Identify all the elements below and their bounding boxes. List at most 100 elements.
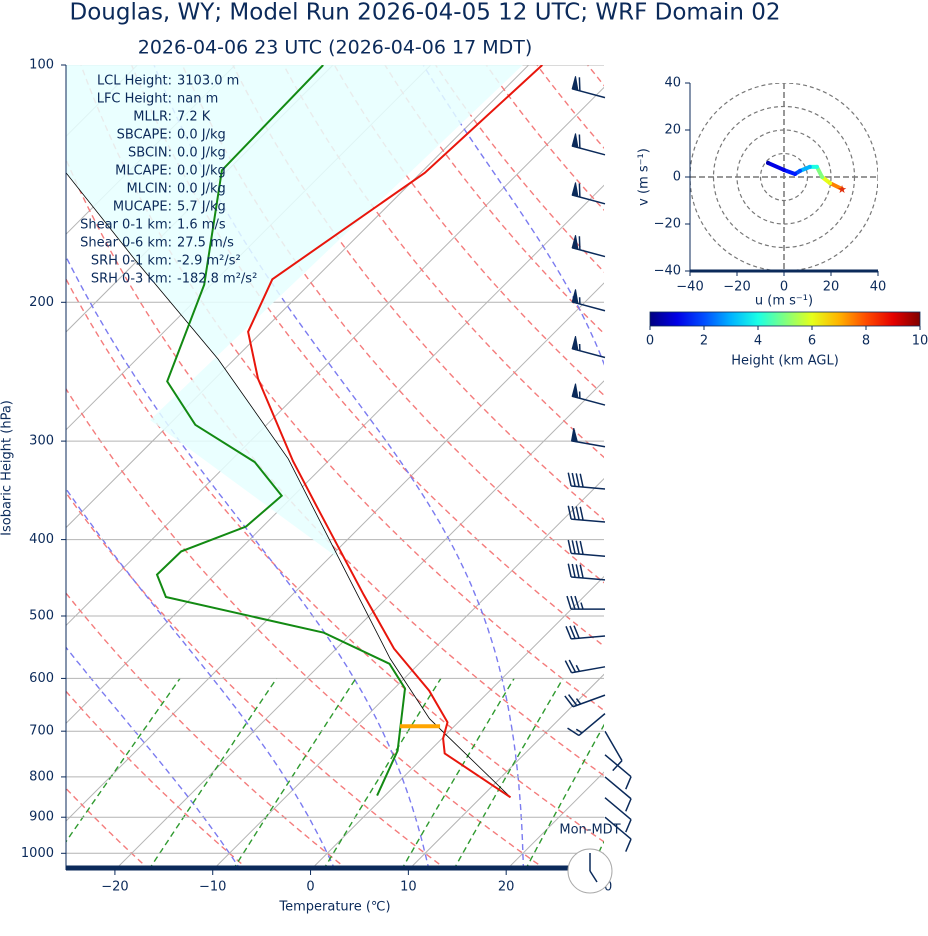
stat-label: LCL Height: (97, 74, 172, 89)
barb-staff (604, 730, 623, 772)
wind-barb (567, 472, 606, 490)
barb-staff (604, 776, 632, 812)
dry-adiabat (638, 65, 928, 870)
stat-value: 1.6 m/s (177, 218, 226, 233)
wind-barb (571, 235, 606, 258)
stat-value: 0.0 J/kg (177, 182, 226, 197)
dewpoint-line (155, 65, 407, 797)
moist-adiabat (66, 255, 430, 870)
x-tick-label: −10 (199, 880, 226, 895)
mixing-ratio-line (524, 723, 604, 870)
wind-barb (571, 336, 606, 359)
colorbar-tick-label: 8 (862, 334, 870, 349)
hodograph-point (807, 164, 812, 169)
stat-label: LFC Height: (97, 92, 172, 107)
colorbar (649, 311, 921, 327)
stat-label: MUCAPE: (113, 200, 172, 215)
isotherm (212, 478, 604, 870)
hodograph-point (766, 160, 771, 165)
dry-adiabat (66, 592, 349, 870)
stat-label: SBCAPE: (117, 128, 172, 143)
hodograph-point (820, 175, 825, 179)
y-tick-label: 400 (29, 532, 54, 547)
colorbar-tick-label: 10 (912, 334, 928, 349)
parcel-line (66, 172, 511, 798)
barb-flag (571, 182, 579, 198)
barb-staff (566, 595, 605, 610)
hodograph-point (797, 168, 802, 173)
mixing-ratio-line (589, 840, 604, 870)
timezone-label: Mon-MDT (559, 823, 620, 838)
dry-adiabat (689, 65, 928, 870)
hodograph-point (828, 181, 833, 186)
x-tick-label: 0 (306, 880, 314, 895)
colorbar-tick-label: 4 (754, 334, 762, 349)
x-tick-label: −20 (101, 880, 128, 895)
y-tick-label: 100 (29, 58, 54, 73)
y-axis-label: Isobaric Height (hPa) (0, 400, 15, 536)
plot-area (66, 65, 928, 870)
stat-value: -182.8 m²/s² (177, 272, 257, 287)
barb-staff (567, 713, 606, 737)
stat-value: 3103.0 m (177, 74, 239, 89)
barb-staff (567, 563, 606, 581)
axes: 100 200 300 400 500 600 700 800 900 1000 −20 −10 0 10… (21, 58, 612, 895)
wind-barb (571, 289, 606, 312)
hodograph-x-tick-label: 40 (870, 280, 887, 295)
stat-value: -2.9 m²/s² (177, 254, 241, 269)
barb-staff (604, 797, 632, 833)
stat-value: 7.2 K (177, 110, 211, 125)
stat-value: 27.5 m/s (177, 236, 234, 251)
wind-barb (571, 182, 606, 205)
moist-adiabat (66, 646, 242, 870)
barb-flag (571, 235, 579, 251)
y-tick-label: 1000 (21, 846, 54, 861)
mixing-ratio-line (66, 678, 181, 843)
dry-adiabat (80, 65, 604, 712)
dry-adiabat (130, 65, 604, 648)
stat-label: SBCIN: (128, 146, 172, 161)
y-tick-label: 200 (29, 295, 54, 310)
wind-barb (604, 797, 632, 833)
x-axis-label: Temperature (℃) (278, 900, 390, 915)
isotherm (114, 380, 604, 870)
hodograph-x-label: u (m s⁻¹) (755, 294, 813, 309)
barb-flag (571, 289, 579, 305)
x-tick-label: 20 (498, 880, 515, 895)
dry-adiabat (66, 690, 250, 870)
hodograph-y-tick-label: −20 (654, 217, 681, 232)
dry-adiabat (485, 65, 604, 211)
cin-shading (66, 65, 523, 559)
barb-flag (570, 427, 579, 443)
hodograph-point (840, 186, 845, 191)
barb-flag (571, 336, 579, 351)
hodograph-end-marker: ★ (837, 183, 847, 196)
hodograph-segment (828, 181, 845, 191)
barb-staff (567, 539, 606, 558)
dry-adiabat (66, 787, 151, 870)
hodograph-x-tick-label: 0 (780, 280, 788, 295)
barb-staff (567, 472, 606, 490)
chart-title: Douglas, WY; Model Run 2026-04-05 12 UTC… (70, 0, 781, 26)
dry-adiabat (232, 65, 604, 521)
hodograph-y-label: v (m s⁻¹) (637, 148, 652, 206)
mixing-ratio-line (232, 678, 357, 870)
wind-barb (604, 776, 632, 812)
hodograph-x-tick-label: 20 (823, 280, 840, 295)
hodograph-x-tick-label: −40 (676, 280, 703, 295)
hodograph-y-tick-label: −40 (654, 264, 681, 279)
isotherm (66, 65, 529, 529)
stats: LCL Height: 3103.0 m LFC Height: nan m MLLR:… (80, 74, 257, 287)
barb-staff (565, 625, 606, 640)
isotherm (603, 869, 604, 870)
wind-barb (604, 730, 623, 772)
colorbar-tick-label: 2 (700, 334, 708, 349)
y-tick-label: 900 (29, 810, 54, 825)
wind-barb (567, 563, 606, 581)
mixing-ratio-line (148, 678, 278, 870)
clock-icon (567, 848, 613, 894)
isotherm (66, 282, 604, 822)
colorbar-tick-label: 6 (808, 334, 816, 349)
stat-label: MLLR: (133, 110, 172, 125)
stat-label: SRH 0-1 km: (91, 254, 172, 269)
